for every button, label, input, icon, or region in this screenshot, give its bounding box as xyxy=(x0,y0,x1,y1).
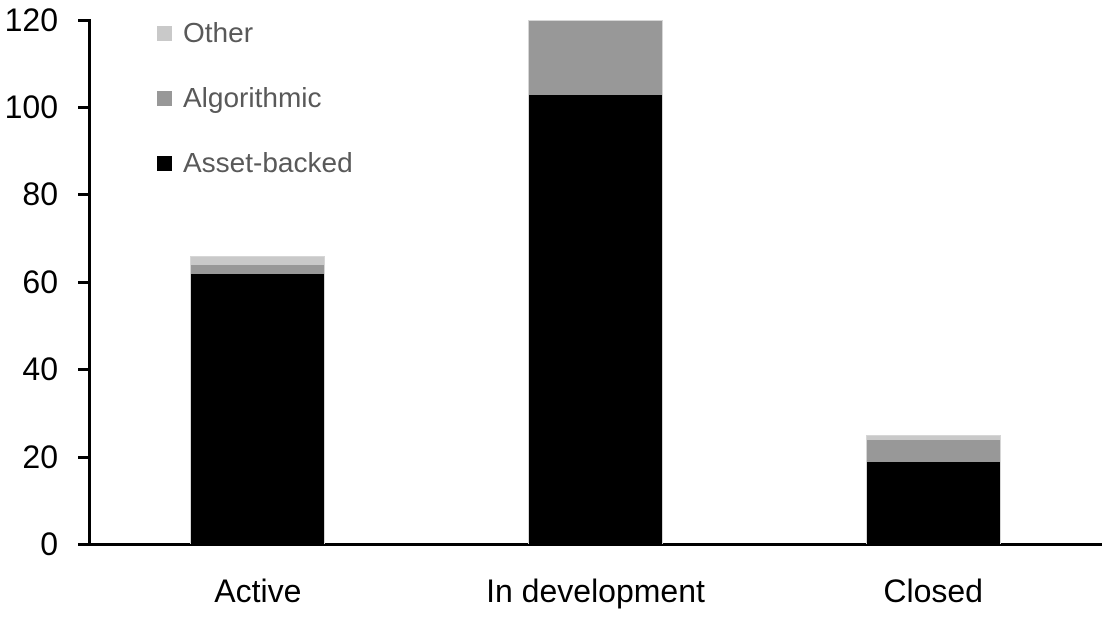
category-label-active: Active xyxy=(214,573,302,609)
segment-asset-backed xyxy=(866,461,1000,544)
y-tick-mark xyxy=(78,193,89,197)
y-tick-label: 0 xyxy=(40,526,58,562)
segment-algorithmic xyxy=(866,440,1000,462)
category-label-in-development: In development xyxy=(486,573,705,609)
legend-item-asset-backed: Asset-backed xyxy=(157,147,353,178)
x-axis-line xyxy=(78,543,1102,546)
segment-other xyxy=(866,435,1000,441)
bar-closed xyxy=(865,434,1001,544)
y-tick-mark xyxy=(78,368,89,372)
bar-active xyxy=(190,255,326,544)
segment-asset-backed xyxy=(529,94,662,544)
legend-label: Asset-backed xyxy=(183,147,353,178)
y-tick-label: 60 xyxy=(22,263,58,300)
y-tick-label: 80 xyxy=(22,176,58,213)
y-tick-mark xyxy=(78,18,89,22)
legend-label: Other xyxy=(183,17,254,48)
y-tick-label: 20 xyxy=(22,438,58,475)
y-tick-mark xyxy=(78,543,89,546)
legend-item-other: Other xyxy=(157,17,353,48)
legend-swatch-other-icon xyxy=(157,25,172,41)
legend-label: Algorithmic xyxy=(183,82,322,113)
y-tick-label: 40 xyxy=(22,351,58,388)
y-tick-label: 120 xyxy=(4,1,58,38)
legend-swatch-algorithmic-icon xyxy=(157,90,172,106)
y-tick-mark xyxy=(78,105,89,109)
segment-algorithmic xyxy=(529,20,662,95)
legend-item-algorithmic: Algorithmic xyxy=(157,82,353,113)
category-label-closed: Closed xyxy=(883,573,983,609)
y-tick-mark xyxy=(78,280,89,284)
segment-other xyxy=(191,256,325,266)
segment-algorithmic xyxy=(191,265,325,274)
legend-swatch-asset-backed-icon xyxy=(157,155,172,171)
y-axis-line xyxy=(88,18,91,546)
y-tick-mark xyxy=(78,455,89,459)
chart-legend: Other Algorithmic Asset-backed xyxy=(157,17,353,178)
y-tick-label: 100 xyxy=(4,88,58,125)
segment-asset-backed xyxy=(191,273,325,544)
bar-in-development xyxy=(528,19,663,544)
